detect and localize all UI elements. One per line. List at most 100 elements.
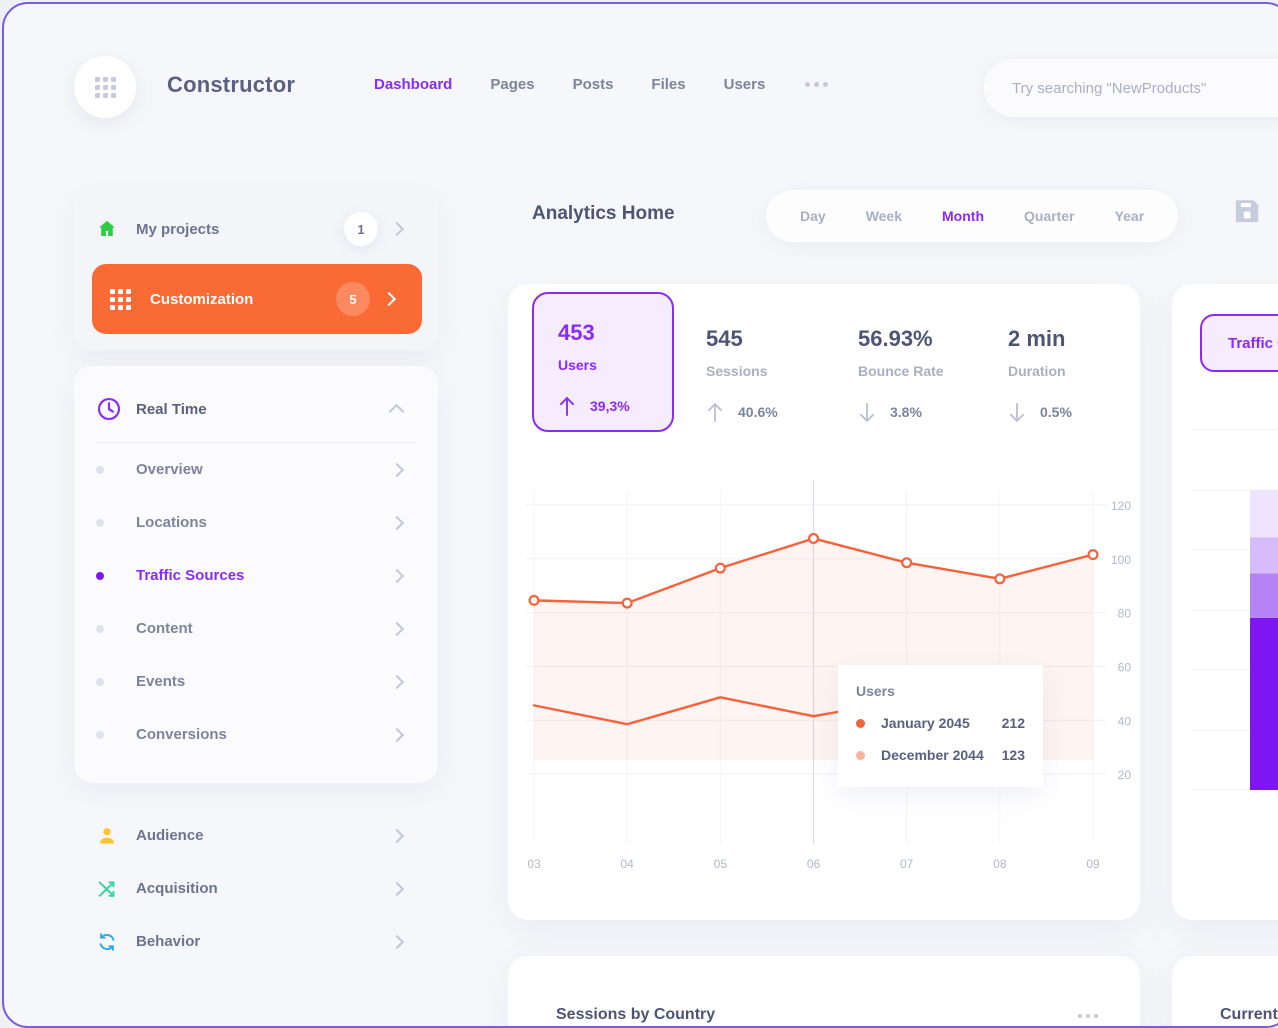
tab-quarter[interactable]: Quarter: [1024, 208, 1075, 224]
kpi-label: Users: [558, 357, 597, 373]
kpi-delta: 40.6%: [706, 401, 778, 423]
sidebar-subitem-locations[interactable]: Locations: [74, 496, 438, 549]
chevron-right-icon: [389, 881, 405, 896]
save-floppy-icon[interactable]: [1232, 196, 1262, 226]
tooltip-row: January 2045 212: [856, 715, 1025, 731]
users-line-chart[interactable]: 20 40 60 80 100 120 03 04 05 06 07 08 09 Users Janua…: [508, 480, 1140, 890]
chevron-right-icon: [381, 291, 397, 307]
sidebar-item-behavior[interactable]: Behavior: [74, 915, 438, 968]
sidebar-subitem-traffic-sources[interactable]: Traffic Sources: [74, 549, 438, 602]
search-box[interactable]: [984, 59, 1278, 117]
svg-text:100: 100: [1111, 553, 1131, 567]
sidebar-item-acquisition[interactable]: Acquisition: [74, 862, 438, 915]
traffic-channels-bar-chart[interactable]: 03: [1172, 360, 1278, 920]
kpi-users[interactable]: 453 Users 39,3%: [532, 292, 674, 432]
chevron-right-icon: [389, 221, 405, 237]
sidebar-subitem-label: Content: [136, 620, 193, 637]
sidebar-card-realtime: Real Time Overview Locations Traffic Sou…: [74, 366, 438, 783]
sidebar-section-real-time[interactable]: Real Time: [74, 376, 438, 442]
chevron-right-icon: [389, 462, 405, 477]
ellipsis-icon[interactable]: [803, 76, 830, 93]
traffic-channels-pill[interactable]: Traffic C: [1200, 314, 1278, 372]
nav-item-users[interactable]: Users: [723, 76, 766, 93]
sidebar-card-projects: My projects 1 Customization 5: [74, 186, 438, 350]
shuffle-icon: [96, 878, 136, 900]
kpi-delta-value: 40.6%: [738, 404, 778, 420]
svg-text:40: 40: [1118, 714, 1132, 728]
sidebar-item-badge: 1: [344, 212, 378, 246]
chevron-right-icon: [389, 727, 405, 742]
clock-icon: [96, 396, 136, 422]
kpi-sessions[interactable]: 545 Sessions 40.6%: [706, 326, 778, 423]
kpi-duration[interactable]: 2 min Duration 0.5%: [1008, 326, 1072, 423]
sidebar-subitem-label: Events: [136, 673, 186, 690]
sidebar-item-label: My projects: [136, 220, 220, 238]
bullet-icon: [96, 730, 136, 739]
brand-title: Constructor: [167, 72, 296, 97]
sidebar-subitem-content[interactable]: Content: [74, 602, 438, 655]
app-logo[interactable]: [74, 56, 136, 118]
grid-apps-icon: [94, 76, 116, 98]
sidebar-subitem-conversions[interactable]: Conversions: [74, 708, 438, 761]
kpi-delta: 3.8%: [858, 401, 944, 423]
sidebar-item-label: Behavior: [136, 933, 201, 950]
tab-month[interactable]: Month: [942, 208, 984, 224]
page-title: Analytics Home: [532, 203, 675, 224]
tab-week[interactable]: Week: [865, 208, 903, 224]
svg-text:04: 04: [620, 857, 634, 871]
kpi-value: 2 min: [1008, 326, 1066, 351]
nav-item-dashboard[interactable]: Dashboard: [374, 76, 453, 93]
refresh-icon: [96, 931, 136, 953]
search-input[interactable]: [1012, 79, 1278, 97]
kpi-delta: 39,3%: [558, 395, 672, 417]
chevron-right-icon: [389, 828, 405, 843]
user-icon: [96, 825, 136, 847]
svg-text:03: 03: [527, 857, 541, 871]
nav-item-posts[interactable]: Posts: [572, 76, 614, 93]
chevron-right-icon: [389, 621, 405, 636]
top-navigation-bar: Constructor Dashboard Pages Posts Files …: [4, 4, 1278, 154]
analytics-main-card: 453 Users 39,3% 545 Sessions 40.6% 56.93…: [508, 284, 1140, 920]
svg-text:09: 09: [1086, 857, 1100, 871]
sidebar-subitem-label: Locations: [136, 514, 207, 531]
sidebar-subitem-label: Traffic Sources: [136, 567, 245, 584]
sidebar-item-label: Audience: [136, 827, 204, 844]
sidebar-section-label: Real Time: [136, 400, 207, 418]
kpi-delta-value: 3.8%: [890, 404, 922, 420]
sidebar-item-my-projects[interactable]: My projects 1: [74, 200, 438, 258]
sidebar-item-customization[interactable]: Customization 5: [92, 264, 422, 334]
sidebar: My projects 1 Customization 5 Real Time: [74, 186, 438, 968]
svg-text:08: 08: [993, 857, 1007, 871]
svg-text:20: 20: [1118, 768, 1132, 782]
tooltip-series-value: 212: [1001, 715, 1025, 731]
sidebar-item-badge: 5: [336, 282, 370, 316]
svg-text:80: 80: [1118, 607, 1132, 621]
tooltip-series-value: 123: [1001, 747, 1025, 763]
ellipsis-icon[interactable]: [1078, 1014, 1098, 1018]
kpi-label: Duration: [1008, 363, 1066, 379]
kpi-value: 56.93%: [858, 326, 933, 351]
sidebar-subitem-overview[interactable]: Overview: [74, 443, 438, 496]
tab-year[interactable]: Year: [1114, 208, 1145, 224]
sidebar-item-audience[interactable]: Audience: [74, 809, 438, 862]
kpi-label: Bounce Rate: [858, 363, 944, 379]
chevron-right-icon: [389, 568, 405, 583]
tooltip-row: December 2044 123: [856, 747, 1025, 763]
card-title: Sessions by Country: [556, 1006, 716, 1023]
kpi-value: 545: [706, 326, 743, 351]
date-range-tabs: Day Week Month Quarter Year: [766, 190, 1179, 242]
sidebar-subitem-events[interactable]: Events: [74, 655, 438, 708]
currently-card: Currently: [1172, 956, 1278, 1026]
divider: [96, 442, 416, 443]
nav-item-files[interactable]: Files: [651, 76, 686, 93]
chevron-right-icon: [389, 674, 405, 689]
kpi-delta-value: 39,3%: [590, 398, 630, 414]
sidebar-item-label: Acquisition: [136, 880, 218, 897]
grid-apps-icon: [110, 288, 150, 310]
kpi-bounce-rate[interactable]: 56.93% Bounce Rate 3.8%: [858, 326, 944, 423]
arrow-up-icon: [708, 403, 722, 422]
card-title: Currently: [1220, 1006, 1278, 1023]
chevron-up-icon: [388, 403, 405, 420]
nav-item-pages[interactable]: Pages: [490, 76, 535, 93]
tab-day[interactable]: Day: [800, 208, 826, 224]
